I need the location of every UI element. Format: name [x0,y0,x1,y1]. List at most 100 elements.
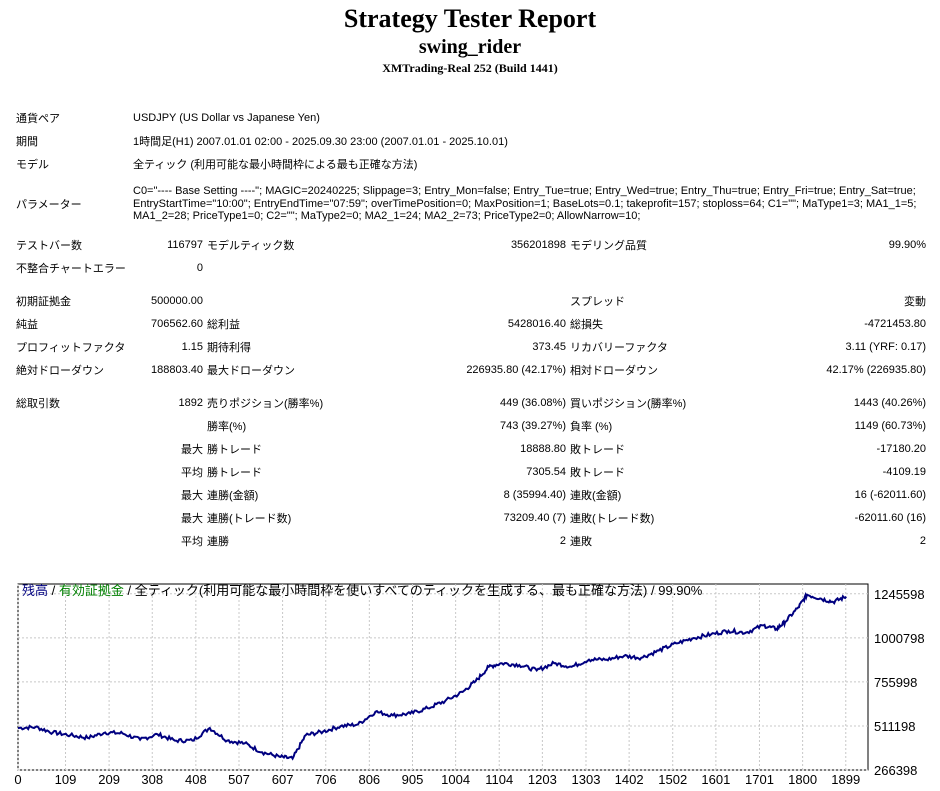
abs-dd-label: 絶対ドローダウン [16,364,104,377]
loss-rate-value: 1149 (60.73%) [854,419,927,432]
avg-win-trade-label: 勝トレード [207,466,262,479]
symbol-label: 通貨ペア [16,112,60,125]
x-tick-label: 1203 [528,772,557,786]
row-consec-amount: 最大 連勝(金額) 8 (35994.40) 連敗(金額) 16 (-62011… [14,483,928,506]
win-rate-value: 743 (39.27%) [499,419,566,432]
row-pf: プロフィットファクタ 1.15 期待利得 373.45 リカバリーファクタ 3.… [14,335,928,358]
x-tick-label: 408 [185,772,207,786]
avg-consec-loss-value: 2 [919,534,927,547]
balance-chart: 1245598 1000798 755998 511198 266398 0 109 209 3… [14,576,928,787]
row-largest: 最大 勝トレード 18888.80 敗トレード -17180.20 [14,437,928,460]
x-tick-label: 1303 [572,772,601,786]
model-value: 全ティック (利用可能な最小時間枠による最も正確な方法) [133,158,418,171]
gross-profit-label: 総利益 [207,318,240,331]
bars-label: テストバー数 [16,239,82,252]
row-deposit: 初期証拠金 500000.00 スプレッド 変動 [14,289,928,312]
params-value: C0="---- Base Setting ----"; MAGIC=20240… [133,185,917,223]
y-tick-label: 755998 [874,675,917,690]
x-tick-label: 1402 [615,772,644,786]
spread-label: スプレッド [570,295,625,308]
deposit-label: 初期証拠金 [16,295,71,308]
params-label: パラメーター [16,199,82,211]
x-tick-label: 209 [98,772,120,786]
quality-value: 99.90% [888,238,927,251]
avg-consec-win-value: 2 [559,534,566,547]
expected-label: 期待利得 [207,341,251,354]
x-tick-label: 1004 [441,772,470,786]
pf-label: プロフィットファクタ [16,341,126,354]
total-trades-label: 総取引数 [16,397,60,410]
consec-win-amt-value: 8 (35994.40) [503,488,566,501]
consec-loss-cnt-value: -62011.60 (16) [854,511,927,524]
symbol-value: USDJPY (US Dollar vs Japanese Yen) [133,111,320,124]
consec-loss-cnt-label: 連敗(トレード数) [570,512,655,525]
win-rate-label: 勝率(%) [207,420,247,433]
ea-name: swing_rider [418,36,522,58]
row-total-trades: 総取引数 1892 売りポジション(勝率%) 449 (36.08%) 買いポジ… [14,391,928,414]
abs-dd-value: 188803.40 [151,363,203,376]
max-label: 最大 [181,443,203,456]
max-label-2: 最大 [181,489,203,502]
mismatch-label: 不整合チャートエラー [16,262,126,275]
x-tick-label: 607 [272,772,294,786]
balance-chart-svg: 1245598 1000798 755998 511198 266398 0 109 209 3… [14,583,925,787]
x-tick-label: 1104 [485,772,513,786]
spread-value: 変動 [904,295,927,308]
short-value: 449 (36.08%) [499,396,566,409]
model-label: モデル [16,158,49,171]
x-tick-label: 308 [141,772,163,786]
consec-loss-amt-value: 16 (-62011.60) [854,488,927,501]
period-value: 1時間足(H1) 2007.01.01 02:00 - 2025.09.30 2… [133,135,508,148]
deposit-value: 500000.00 [151,294,203,307]
avg-loss-value: -4109.19 [882,465,927,478]
max-dd-value: 226935.80 (42.17%) [466,363,566,376]
x-tick-label: 1899 [831,772,860,786]
consec-win-cnt-value: 73209.40 (7) [503,511,566,524]
net-value: 706562.60 [151,317,203,330]
consec-win-amt-label: 連勝(金額) [207,489,259,502]
row-bars: テストバー数 116797 モデルティック数 356201898 モデリング品質… [14,233,928,256]
rel-dd-value: 42.17% (226935.80) [826,363,927,376]
y-tick-label: 1000798 [874,631,925,646]
x-tick-label: 905 [402,772,424,786]
mismatch-value: 0 [196,261,203,274]
report-header: Strategy Tester Report swing_rider XMTra… [0,4,940,76]
avg-consec-loss-label: 連敗 [570,535,592,548]
x-tick-label: 1502 [658,772,687,786]
legend-description: / 全ティック(利用可能な最小時間枠を使いすべてのティックを生成する、最も正確な… [123,583,703,598]
win-trade-label: 勝トレード [207,443,262,456]
quality-label: モデリング品質 [570,239,647,252]
largest-win-value: 18888.80 [520,442,566,455]
total-trades-value: 1892 [178,396,203,409]
avg-consec-win-label: 連勝 [207,535,229,548]
x-tick-label: 806 [358,772,380,786]
loss-trade-label: 敗トレード [570,443,625,456]
consec-win-cnt-label: 連勝(トレード数) [207,512,292,525]
rel-dd-label: 相対ドローダウン [570,364,658,377]
long-value: 1443 (40.26%) [853,396,927,409]
gross-loss-value: -4721453.80 [864,317,927,330]
chart-legend: 残高 / 有効証拠金 / 全ティック(利用可能な最小時間枠を使いすべてのティック… [22,580,702,599]
balance-line [17,591,847,761]
y-tick-label: 511198 [874,719,915,734]
avg-win-value: 7305.54 [526,465,566,478]
loss-rate-label: 負率 (%) [570,420,613,433]
gross-loss-label: 総損失 [570,318,603,331]
x-tick-label: 507 [228,772,250,786]
x-tick-label: 0 [14,772,21,786]
period-label: 期間 [16,135,38,148]
max-label-3: 最大 [181,512,203,525]
bars-value: 116797 [167,238,203,251]
consec-loss-amt-label: 連敗(金額) [570,489,622,502]
gross-profit-value: 5428016.40 [507,317,566,330]
max-dd-label: 最大ドローダウン [207,364,295,377]
server-info: XMTrading-Real 252 (Build 1441) [382,61,558,75]
row-mismatch: 不整合チャートエラー 0 [14,256,928,279]
report-table: 通貨ペア USDJPY (US Dollar vs Japanese Yen) … [14,106,928,552]
row-model: モデル 全ティック (利用可能な最小時間枠による最も正確な方法) [14,152,928,175]
ticks-value: 356201898 [510,238,566,251]
y-tick-label: 266398 [874,763,917,778]
recovery-value: 3.11 (YRF: 0.17) [845,340,927,353]
row-drawdown: 絶対ドローダウン 188803.40 最大ドローダウン 226935.80 (4… [14,358,928,381]
largest-loss-value: -17180.20 [876,442,927,455]
